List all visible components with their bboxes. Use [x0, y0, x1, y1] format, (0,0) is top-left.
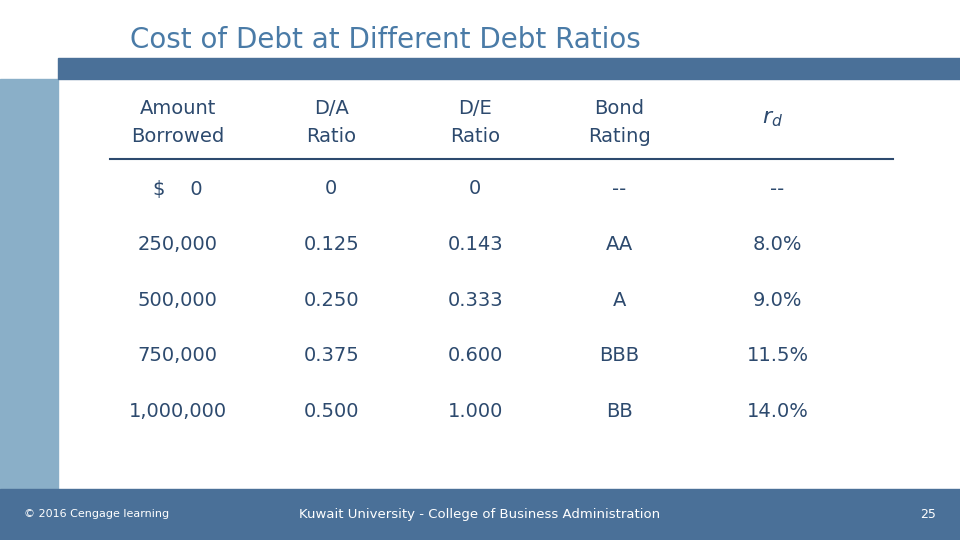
Text: 1.000: 1.000: [447, 402, 503, 421]
Text: 0: 0: [325, 179, 337, 199]
Text: © 2016 Cengage learning: © 2016 Cengage learning: [24, 509, 169, 519]
Text: 25: 25: [920, 508, 936, 521]
Text: Rating: Rating: [588, 126, 651, 146]
Text: 0.500: 0.500: [303, 402, 359, 421]
Text: AA: AA: [606, 235, 633, 254]
Text: Borrowed: Borrowed: [131, 126, 225, 146]
Text: 11.5%: 11.5%: [747, 346, 808, 366]
Text: 500,000: 500,000: [137, 291, 218, 310]
Text: 14.0%: 14.0%: [747, 402, 808, 421]
Text: 9.0%: 9.0%: [753, 291, 803, 310]
Text: 250,000: 250,000: [137, 235, 218, 254]
Text: Ratio: Ratio: [306, 126, 356, 146]
Text: BB: BB: [606, 402, 633, 421]
Text: Kuwait University - College of Business Administration: Kuwait University - College of Business …: [300, 508, 660, 521]
Text: 0.333: 0.333: [447, 291, 503, 310]
Text: 1,000,000: 1,000,000: [129, 402, 227, 421]
Text: 0.125: 0.125: [303, 235, 359, 254]
Text: 0: 0: [469, 179, 481, 199]
Bar: [0, 489, 960, 540]
Text: Cost of Debt at Different Debt Ratios: Cost of Debt at Different Debt Ratios: [130, 26, 640, 55]
Text: 0.143: 0.143: [447, 235, 503, 254]
Text: 0.250: 0.250: [303, 291, 359, 310]
Text: --: --: [612, 179, 626, 199]
Text: Amount: Amount: [139, 98, 216, 118]
Text: 0.600: 0.600: [447, 346, 503, 366]
Text: $    0: $ 0: [153, 179, 203, 199]
Text: D/A: D/A: [314, 98, 348, 118]
Text: --: --: [771, 179, 784, 199]
Text: D/E: D/E: [458, 98, 492, 118]
Text: $r_d$: $r_d$: [762, 109, 783, 130]
Text: Bond: Bond: [594, 98, 644, 118]
Text: 750,000: 750,000: [137, 346, 218, 366]
Text: BBB: BBB: [599, 346, 639, 366]
Text: 8.0%: 8.0%: [753, 235, 803, 254]
Text: A: A: [612, 291, 626, 310]
Text: Ratio: Ratio: [450, 126, 500, 146]
Text: 0.375: 0.375: [303, 346, 359, 366]
Bar: [0, 79, 58, 489]
Bar: [58, 58, 960, 79]
